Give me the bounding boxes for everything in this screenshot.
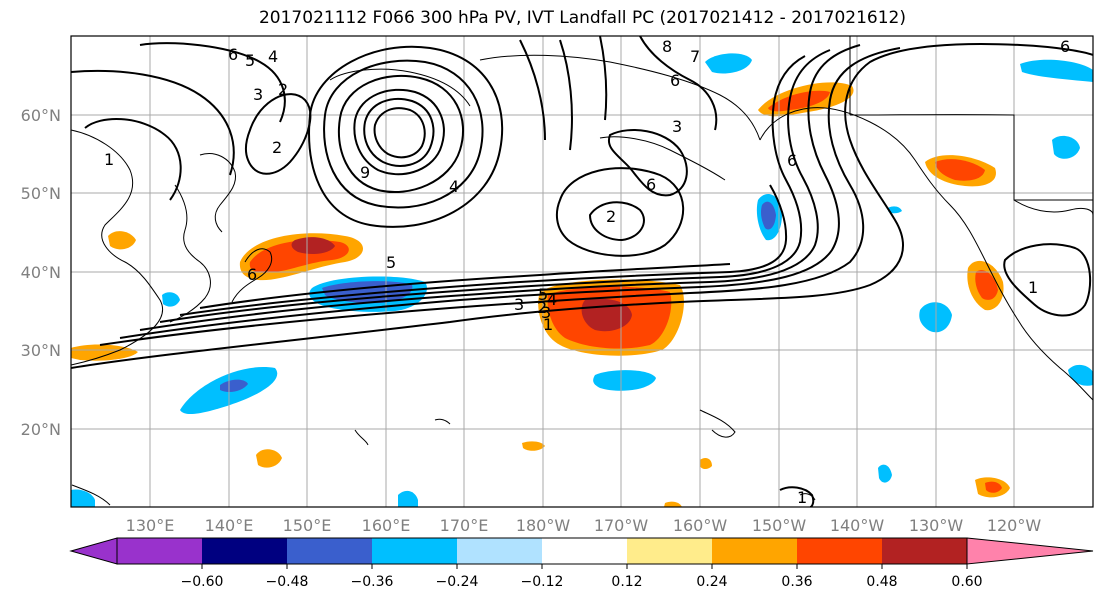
contour-label: 9: [360, 163, 370, 182]
lon-tick-labels: 130°E 140°E 150°E 160°E 170°E 180°W 170°…: [126, 516, 1042, 535]
colorbar-swatch: [372, 538, 457, 564]
contour-label: 2: [278, 80, 288, 99]
contour-label: 1: [104, 150, 114, 169]
colorbar-tick: 0.36: [781, 574, 812, 590]
contour-label: 2: [272, 138, 282, 157]
colorbar-swatch: [287, 538, 372, 564]
lon-tick: 160°E: [362, 516, 411, 535]
colorbar-tick: −0.36: [351, 574, 394, 590]
lon-tick: 150°E: [283, 516, 332, 535]
pv-contours: [71, 36, 1093, 507]
lon-tick: 120°W: [987, 516, 1042, 535]
contour-label: 5: [538, 285, 548, 304]
contour-label: 4: [449, 177, 459, 196]
lat-tick: 50°N: [21, 184, 61, 203]
colorbar-tick: −0.60: [181, 574, 224, 590]
contour-label: 3: [541, 303, 551, 322]
colorbar-swatch: [712, 538, 797, 564]
contour-label: 2: [606, 207, 616, 226]
colorbar-arrow-low: [69, 537, 118, 565]
colorbar-tick: 0.60: [951, 574, 982, 590]
contour-label: 3: [672, 117, 682, 136]
lat-tick: 40°N: [21, 263, 61, 282]
colorbar-swatch: [202, 538, 287, 564]
colorbar-arrow-high: [966, 537, 1094, 565]
colorbar-swatch: [882, 538, 967, 564]
contour-label: 5: [245, 51, 255, 70]
contour-label: 1: [797, 488, 807, 507]
lat-tick: 60°N: [21, 106, 61, 125]
lon-tick: 180°W: [516, 516, 571, 535]
lon-tick: 130°E: [126, 516, 175, 535]
contour-label: 3: [253, 85, 263, 104]
lat-tick: 20°N: [21, 420, 61, 439]
colorbar-swatch: [117, 538, 202, 564]
contour-label: 7: [690, 47, 700, 66]
contour-labels: 6 5 4 3 2 1 9 4 2 6 5 3 8 7 6 3 6 6 2 5 …: [104, 37, 1070, 507]
lon-tick: 150°W: [752, 516, 807, 535]
lon-tick: 170°E: [440, 516, 489, 535]
colorbar-tick: −0.12: [521, 574, 564, 590]
contour-label: 1: [543, 315, 553, 334]
lat-tick-labels: 20°N 30°N 40°N 50°N 60°N: [21, 106, 61, 439]
lon-tick: 160°W: [673, 516, 728, 535]
colorbar-tick: 0.48: [866, 574, 897, 590]
contour-label: 5: [386, 253, 396, 272]
colorbar-swatch: [627, 538, 712, 564]
colorbar: −0.60 −0.48 −0.36 −0.24 −0.12 0.12 0.24 …: [69, 537, 1094, 590]
colorbar-tick: 0.24: [696, 574, 727, 590]
contour-label: 6: [646, 175, 656, 194]
lat-tick: 30°N: [21, 341, 61, 360]
contour-label: 6: [247, 265, 257, 284]
contour-label: 6: [228, 45, 238, 64]
contour-label: 1: [1028, 278, 1038, 297]
lon-tick: 130°W: [909, 516, 964, 535]
colorbar-swatch: [797, 538, 882, 564]
colorbar-tick: −0.48: [266, 574, 309, 590]
colorbar-tick: −0.24: [436, 574, 479, 590]
contour-label: 3: [514, 295, 524, 314]
contour-label: 6: [1060, 37, 1070, 56]
contour-label: 6: [670, 71, 680, 90]
contour-label: 4: [547, 290, 557, 309]
contour-label: 6: [787, 151, 797, 170]
lon-tick: 170°W: [594, 516, 649, 535]
plot-frame: [70, 35, 1094, 508]
colorbar-swatch: [542, 538, 627, 564]
contour-label: 8: [662, 37, 672, 56]
colorbar-swatch: [457, 538, 542, 564]
contour-label: 4: [268, 47, 278, 66]
lon-tick: 140°W: [830, 516, 885, 535]
colorbar-tick: 0.12: [611, 574, 642, 590]
map-title: 2017021112 F066 300 hPa PV, IVT Landfall…: [258, 8, 906, 28]
coastlines: [71, 36, 1093, 506]
contour-label: 2: [537, 298, 547, 317]
lon-tick: 140°E: [205, 516, 254, 535]
